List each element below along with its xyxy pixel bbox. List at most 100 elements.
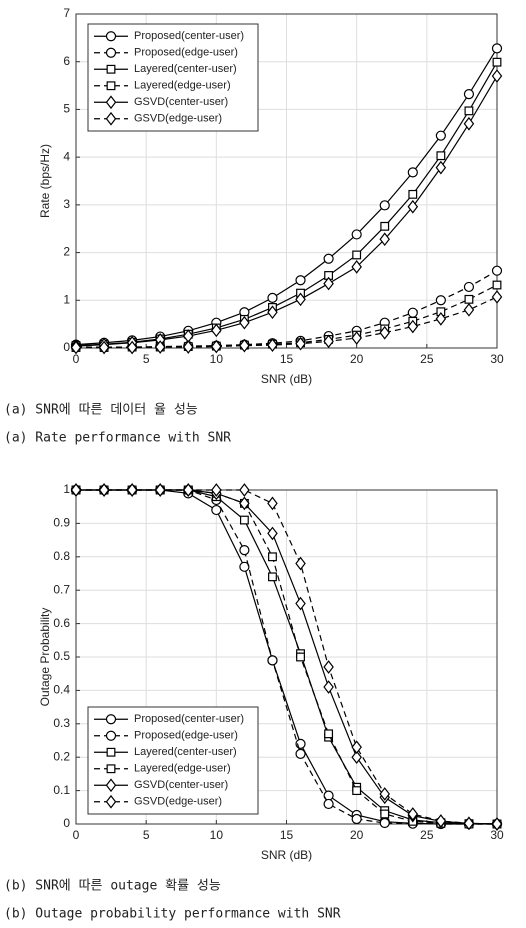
legend-label: Proposed(edge-user) <box>134 730 238 742</box>
x-tick-label: 0 <box>73 828 80 842</box>
marker <box>154 483 166 497</box>
marker <box>323 680 334 694</box>
marker <box>408 189 418 199</box>
marker <box>379 232 390 247</box>
marker <box>267 292 278 303</box>
marker <box>105 714 117 725</box>
marker <box>267 496 278 511</box>
marker <box>352 250 362 260</box>
marker <box>491 265 503 276</box>
marker <box>379 200 390 211</box>
marker <box>463 281 475 293</box>
marker <box>267 526 278 541</box>
marker <box>105 31 117 42</box>
x-axis-label: SNR (dB) <box>261 372 312 386</box>
legend-box <box>87 706 259 815</box>
series-line <box>76 489 498 825</box>
marker <box>239 561 250 572</box>
marker <box>70 483 82 497</box>
legend-label: GSVD(center-user) <box>134 96 228 108</box>
marker <box>211 504 222 516</box>
marker <box>463 89 475 100</box>
marker <box>295 596 306 611</box>
y-tick-label: 0.6 <box>53 616 70 630</box>
y-tick-label: 0.7 <box>53 582 70 596</box>
y-tick-label: 1 <box>63 482 70 496</box>
marker <box>106 64 116 74</box>
series-line <box>75 75 498 347</box>
y-tick-label: 0.9 <box>53 516 70 530</box>
marker <box>323 798 334 810</box>
marker <box>407 319 419 334</box>
y-tick-label: 7 <box>63 6 70 20</box>
marker <box>352 786 362 796</box>
legend-label: Layered(edge-user) <box>134 80 231 92</box>
x-tick-label: 10 <box>210 352 224 366</box>
marker <box>435 312 447 326</box>
marker <box>295 748 306 759</box>
marker <box>295 275 306 286</box>
marker <box>407 307 418 318</box>
marker <box>407 807 419 821</box>
marker <box>492 280 502 290</box>
marker <box>379 787 390 801</box>
y-tick-label: 0.2 <box>53 749 70 763</box>
marker <box>211 323 222 338</box>
y-tick-label: 0.1 <box>53 783 70 797</box>
marker <box>239 483 250 497</box>
marker <box>105 794 117 809</box>
marker <box>239 545 250 556</box>
marker <box>351 331 362 345</box>
marker <box>98 483 110 497</box>
legend-label: GSVD(edge-user) <box>134 796 222 808</box>
y-tick-label: 0.4 <box>53 683 70 697</box>
marker <box>267 338 278 352</box>
legend-label: Proposed(edge-user) <box>134 47 238 59</box>
x-tick-label: 20 <box>350 828 364 842</box>
x-tick-label: 10 <box>210 828 224 842</box>
x-tick-label: 25 <box>420 828 434 842</box>
marker <box>126 483 138 497</box>
x-tick-label: 15 <box>280 352 294 366</box>
marker <box>154 340 166 354</box>
y-tick-label: 2 <box>63 245 70 259</box>
marker <box>407 167 418 178</box>
marker <box>407 199 419 214</box>
legend-label: Layered(center-user) <box>134 63 237 75</box>
marker <box>267 655 278 666</box>
marker <box>239 315 250 330</box>
x-tick-label: 5 <box>143 828 150 842</box>
marker <box>435 814 447 828</box>
marker <box>463 116 475 131</box>
x-axis-label: SNR (dB) <box>261 848 312 862</box>
caption: (a) SNR에 따른 데이터 율 성능 <box>4 403 198 418</box>
marker <box>435 160 447 175</box>
marker <box>211 483 222 497</box>
x-tick-label: 5 <box>143 352 150 366</box>
marker <box>323 660 334 674</box>
marker <box>464 294 474 304</box>
marker <box>463 302 475 317</box>
marker <box>295 556 306 571</box>
series-line <box>75 61 498 347</box>
marker <box>98 340 110 355</box>
series-line <box>76 296 498 349</box>
legend-label: Proposed(center-user) <box>134 30 244 42</box>
series-line <box>75 48 498 346</box>
marker <box>463 816 475 831</box>
marker <box>351 750 362 765</box>
axes-frame <box>75 489 498 825</box>
marker <box>296 652 305 662</box>
legend-label: GSVD(edge-user) <box>134 113 222 125</box>
legend-label: Layered(edge-user) <box>134 763 231 775</box>
marker <box>239 496 250 511</box>
marker <box>351 229 362 240</box>
marker <box>183 483 194 497</box>
marker <box>126 340 138 355</box>
legend-box <box>87 23 259 132</box>
marker <box>491 290 503 304</box>
legend-label: GSVD(center-user) <box>134 779 228 791</box>
x-tick-label: 20 <box>350 352 364 366</box>
marker <box>267 305 278 320</box>
